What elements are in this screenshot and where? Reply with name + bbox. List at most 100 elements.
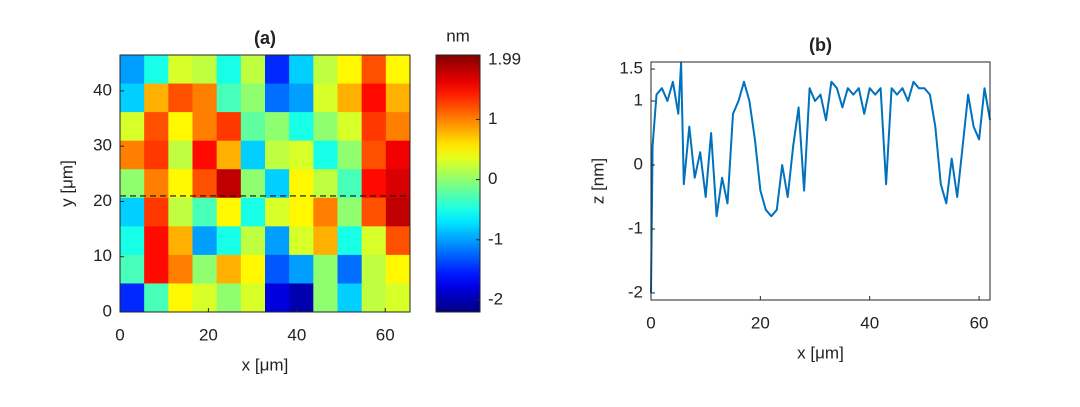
heatmap-cell (168, 197, 193, 227)
heatmap-cell (361, 55, 387, 85)
heatmap-cell (144, 226, 169, 256)
heatmap-cell (240, 169, 266, 199)
heatmap-cell (265, 112, 290, 142)
heatmap-cell (120, 169, 145, 199)
heatmap-cell (265, 254, 290, 284)
heatmap-cell (192, 226, 218, 256)
heatmap-cell (168, 226, 193, 256)
heatmap-cell (192, 83, 218, 113)
heatmap-cell (361, 140, 387, 170)
heatmap-cell (289, 283, 314, 313)
heatmap-cell (192, 169, 218, 199)
heatmap-cell (385, 254, 411, 284)
heatmap-cell (168, 140, 193, 170)
chart-title: (b) (809, 35, 832, 55)
x-axis-label: x [μm] (797, 343, 844, 362)
heatmap-cell (216, 197, 242, 227)
heatmap-cell (216, 283, 242, 313)
heatmap-cell (313, 283, 338, 313)
heatmap-cell (120, 140, 145, 170)
colorbar-tick-label: 1.99 (488, 49, 521, 68)
heatmap-cell (120, 226, 145, 256)
heatmap-cell (337, 283, 363, 313)
x-tick-label: 0 (646, 313, 655, 332)
x-tick-label: 20 (199, 325, 218, 344)
y-tick-label: 0 (634, 154, 643, 173)
heatmap-cell (216, 112, 242, 142)
heatmap-cell (289, 83, 314, 113)
heatmap-cell (192, 112, 218, 142)
heatmap-cell (385, 169, 411, 199)
heatmap-cell (289, 254, 314, 284)
x-tick-label: 40 (860, 313, 879, 332)
heatmap-cell (313, 55, 338, 85)
heatmap-cell (337, 112, 363, 142)
heatmap-cell (361, 254, 387, 284)
y-tick-label: 30 (93, 136, 112, 155)
heatmap-cell (337, 226, 363, 256)
x-tick-label: 60 (376, 325, 395, 344)
y-tick-label: 10 (93, 246, 112, 265)
heatmap-cell (168, 283, 193, 313)
heatmap-cell (361, 226, 387, 256)
heatmap-cell (361, 283, 387, 313)
heatmap-cell (192, 140, 218, 170)
heatmap-cell (289, 169, 314, 199)
heatmap-cell (240, 112, 266, 142)
x-axis-label: x [μm] (242, 355, 289, 374)
heatmap-cell (240, 140, 266, 170)
y-tick-label: -2 (628, 282, 643, 301)
heatmap-cell (192, 283, 218, 313)
colorbar-tick-label: -2 (488, 289, 503, 308)
heatmap-cell (240, 197, 266, 227)
heatmap-cell (265, 83, 290, 113)
heatmap-cell (120, 283, 145, 313)
heatmap-cell (168, 254, 193, 284)
profile-line (650, 61, 991, 294)
y-tick-label: 40 (93, 80, 112, 99)
y-tick-label: 1 (634, 91, 643, 110)
heatmap-cell (144, 140, 169, 170)
heatmap-cell (120, 254, 145, 284)
heatmap-cell (265, 169, 290, 199)
heatmap-cell (313, 226, 338, 256)
heatmap-cell (240, 254, 266, 284)
heatmap-cell (337, 55, 363, 85)
heatmap-cell (385, 197, 411, 227)
y-tick-label: 0 (103, 301, 112, 320)
heatmap-cell (265, 283, 290, 313)
heatmap-cell (337, 169, 363, 199)
heatmap-cell (192, 197, 218, 227)
heatmap-cell (144, 283, 169, 313)
heatmap-cell (216, 254, 242, 284)
plot-frame (650, 61, 991, 301)
heatmap-cell (144, 169, 169, 199)
x-tick-label: 40 (287, 325, 306, 344)
colorbar (435, 54, 481, 313)
heatmap-cell (385, 226, 411, 256)
heatmap-cell (313, 254, 338, 284)
heatmap-cell (216, 55, 242, 85)
heatmap-cell (313, 197, 338, 227)
colorbar-tick-label: 1 (488, 109, 497, 128)
heatmap-cell (144, 197, 169, 227)
heatmap-cell (240, 83, 266, 113)
heatmap-cell (289, 140, 314, 170)
heatmap-cell (192, 254, 218, 284)
y-axis-label: y [μm] (57, 160, 76, 207)
colorbar-label: nm (446, 26, 470, 45)
heatmap-cell (313, 112, 338, 142)
heatmap-cell (337, 140, 363, 170)
heatmap-cell (216, 226, 242, 256)
heatmap-cell (289, 226, 314, 256)
heatmap-cell (289, 55, 314, 85)
colorbar-tick-label: -1 (488, 229, 503, 248)
x-tick-label: 60 (970, 313, 989, 332)
heatmap-cell (289, 112, 314, 142)
y-tick-label: -1 (628, 218, 643, 237)
heatmap-cell (361, 169, 387, 199)
chart-title: (a) (254, 28, 276, 48)
heatmap-cell (120, 197, 145, 227)
heatmap-cell (289, 197, 314, 227)
heatmap-cell (120, 83, 145, 113)
